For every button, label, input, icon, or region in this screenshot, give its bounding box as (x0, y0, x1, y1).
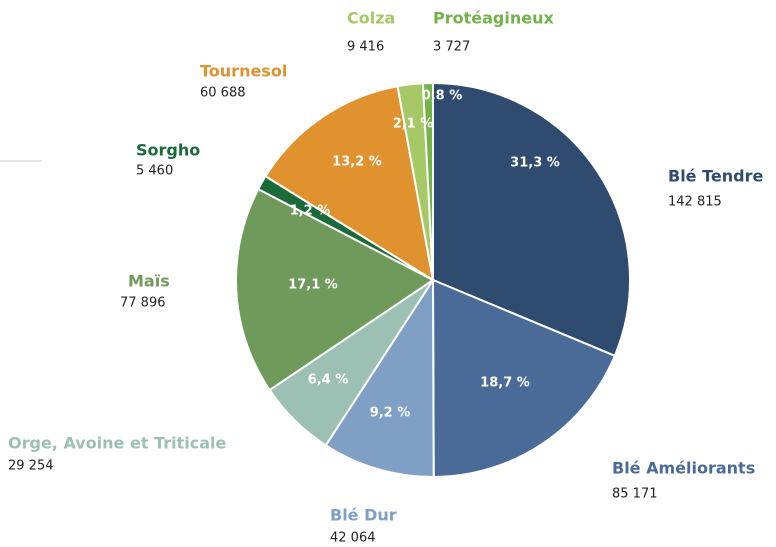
percent-label: 1,2 % (290, 204, 331, 219)
pie-slice (431, 278, 617, 479)
percent-label: 31,3 % (510, 156, 560, 171)
pie-slice (432, 81, 631, 358)
value-label: 85 171 (612, 487, 658, 502)
pie-slice (235, 187, 435, 392)
percent-label: 13,2 % (332, 155, 382, 170)
value-label: 42 064 (330, 531, 376, 544)
value-label: 77 896 (120, 296, 166, 311)
category-label: Blé Dur (330, 506, 397, 525)
category-label: Colza (347, 9, 395, 28)
pie-slice (324, 276, 435, 478)
percent-label: 6,4 % (308, 373, 349, 388)
value-label: 3 727 (433, 40, 470, 55)
percent-label: 9,2 % (370, 406, 411, 421)
pie-slice (421, 81, 434, 281)
value-label: 29 254 (8, 459, 54, 474)
category-label: Maïs (128, 272, 170, 291)
value-label: 9 416 (347, 40, 384, 55)
value-label: 5 460 (136, 164, 173, 179)
percent-label: 18,7 % (480, 376, 530, 391)
percent-label: 2,1 % (393, 117, 434, 132)
category-label: Sorgho (136, 141, 200, 160)
value-label: 142 815 (668, 195, 722, 210)
category-label: Tournesol (200, 62, 287, 81)
pie-slice (264, 85, 435, 283)
category-label: Blé Améliorants (612, 459, 755, 478)
category-label: Blé Tendre (668, 167, 763, 186)
value-label: 60 688 (200, 86, 246, 101)
percent-label: 0,8 % (422, 89, 463, 104)
category-label: Protéagineux (433, 9, 554, 28)
category-label: Orge, Avoine et Triticale (8, 434, 226, 453)
percent-label: 17,1 % (288, 278, 338, 293)
